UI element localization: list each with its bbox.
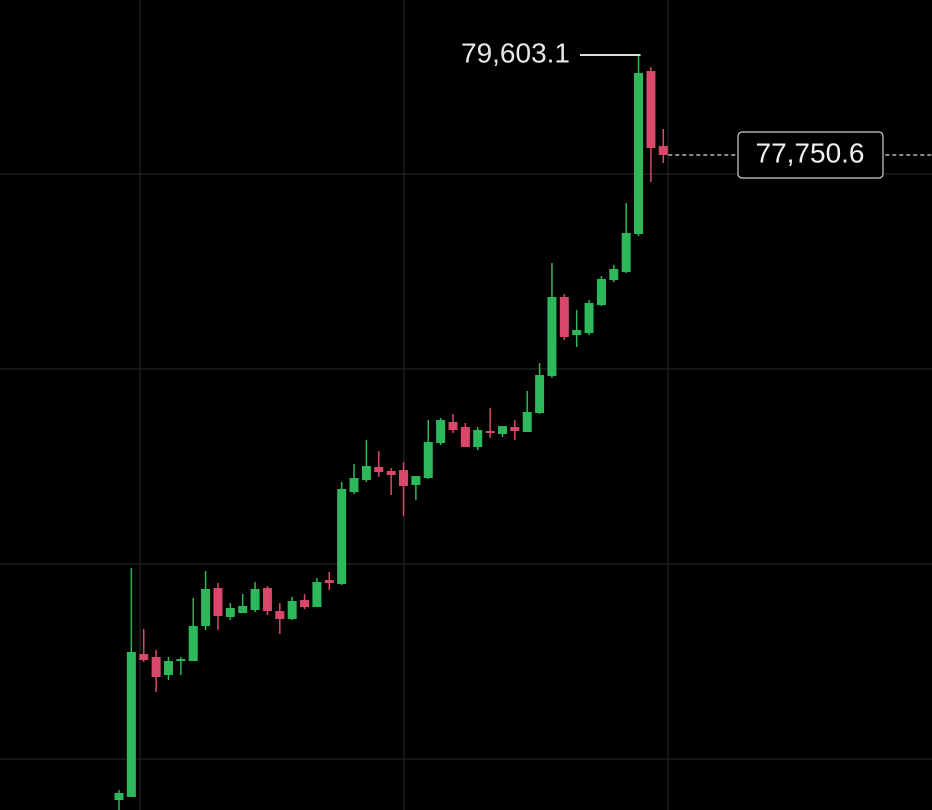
candle-body xyxy=(522,411,532,433)
candle-body xyxy=(238,606,248,614)
candle-body xyxy=(634,72,644,235)
candle-body xyxy=(287,601,297,620)
candle-body xyxy=(312,582,322,608)
candle-body xyxy=(658,146,668,156)
candle-body xyxy=(262,588,272,612)
candle-body xyxy=(386,470,396,475)
candle-body xyxy=(300,600,310,608)
candle-body xyxy=(411,476,421,486)
candle-body xyxy=(324,580,334,584)
candle-body xyxy=(547,297,557,376)
candle-body xyxy=(460,426,470,448)
candle-body xyxy=(349,478,359,492)
candle-body xyxy=(337,489,347,585)
candle-body xyxy=(250,588,260,610)
high-marker-label: 79,603.1 xyxy=(461,37,570,68)
candle-body xyxy=(139,653,149,661)
candle-body xyxy=(646,70,656,149)
candle-body xyxy=(423,442,433,479)
candle-body xyxy=(399,470,409,486)
candle-body xyxy=(201,588,211,627)
candle-body xyxy=(188,626,198,662)
candle-body xyxy=(151,657,161,677)
last-price-box xyxy=(737,131,884,179)
candle-body xyxy=(473,430,483,448)
candle-body xyxy=(225,607,235,618)
candle-body xyxy=(609,268,619,281)
candle-body xyxy=(361,466,371,481)
candle-body xyxy=(436,420,446,444)
candle-body xyxy=(213,588,223,616)
candle-body xyxy=(621,232,631,273)
candle-body xyxy=(448,422,458,431)
candle-body xyxy=(584,303,594,334)
candle-body xyxy=(176,659,186,662)
candle-body xyxy=(497,426,507,435)
candle-body xyxy=(126,651,136,797)
candle-body xyxy=(596,278,606,305)
candle-body xyxy=(114,792,124,801)
candle-body xyxy=(485,430,495,433)
candle-body xyxy=(374,466,384,473)
candle-body xyxy=(559,297,569,338)
candle-body xyxy=(275,611,285,620)
candle-body xyxy=(163,661,173,675)
last-price-label: 77,750.6 xyxy=(756,137,865,168)
candle-body xyxy=(572,329,582,336)
candle-body xyxy=(535,375,545,414)
candle-body xyxy=(510,426,520,431)
